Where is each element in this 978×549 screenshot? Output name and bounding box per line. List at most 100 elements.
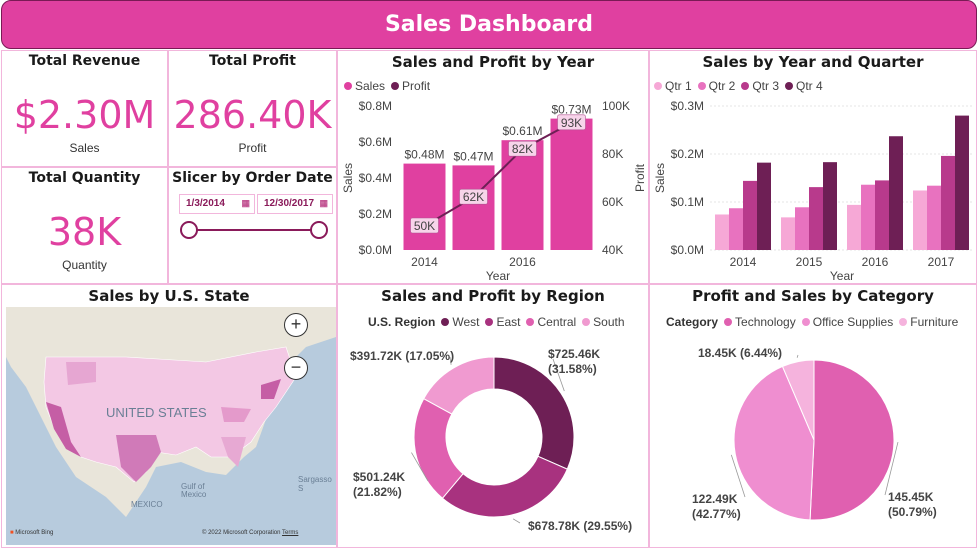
- legend-swatch: [344, 82, 352, 90]
- calendar-icon[interactable]: ▦: [319, 198, 328, 208]
- leader-line: [796, 354, 799, 358]
- profit-value: 286.40K: [173, 93, 332, 137]
- total-profit-card[interactable]: Total Profit 286.40K Profit: [168, 50, 337, 167]
- legend-label: Profit: [402, 79, 431, 93]
- legend-swatch: [801, 318, 810, 326]
- sales-year-quarter-chart: $0.0M $0.1M $0.2M $0.3M Sales 2014 2015 2016 201…: [653, 99, 974, 283]
- quarter-bar: [743, 180, 757, 250]
- date-range-slider[interactable]: [169, 218, 337, 248]
- ocean-label: Sargasso S: [298, 475, 332, 493]
- pie-slice: [423, 356, 495, 415]
- sales-data-label: $0.61M: [502, 124, 542, 138]
- bing-logo-icon: ■: [10, 530, 14, 536]
- calendar-icon[interactable]: ▦: [241, 198, 250, 208]
- profit-label-box: [410, 217, 439, 234]
- legend-swatch: [724, 318, 733, 326]
- legend-title: U.S. Region: [368, 315, 436, 329]
- legend-swatch: [441, 318, 450, 326]
- y-tick-label: $0.8M: [359, 99, 392, 113]
- date-slicer[interactable]: Slicer by Order Date 1/3/2014 ▦ 12/30/201…: [168, 167, 337, 284]
- y2-tick-label: 40K: [602, 243, 623, 257]
- legend-label: South: [593, 315, 625, 329]
- quarter-bar: [781, 217, 795, 250]
- gulf-label-2: Mexico: [181, 490, 207, 499]
- data-label: $725.46K: [548, 347, 600, 361]
- legend-label: Furniture: [910, 315, 959, 329]
- data-label: (21.82%): [353, 485, 402, 499]
- quarter-bar: [823, 162, 837, 250]
- sales-by-state-panel: Sales by U.S. State UNITED STATES Gulf o…: [1, 284, 337, 548]
- profit-data-label: 93K: [561, 116, 582, 130]
- revenue-label: Sales: [69, 141, 100, 155]
- y-tick-label: $0.0M: [671, 243, 704, 257]
- dashboard-header: Sales Dashboard: [1, 0, 977, 49]
- x-tick-label: 2017: [928, 255, 955, 269]
- chart-title: Sales by Year and Quarter: [702, 53, 924, 71]
- y2-tick-label: 100K: [602, 99, 630, 113]
- y-tick-label: $0.4M: [359, 171, 392, 185]
- slider-end-handle[interactable]: [310, 221, 328, 239]
- mexico-label: MEXICO: [131, 500, 163, 509]
- legend-swatch: [654, 82, 662, 90]
- pie-slice: [809, 359, 895, 521]
- y2-axis-label: Profit: [633, 163, 647, 192]
- sales-year-quarter-panel: Sales by Year and Quarter Qtr 1 Qtr 2 Qt…: [649, 50, 977, 284]
- y-tick-label: $0.2M: [671, 147, 704, 161]
- leader-line: [411, 452, 429, 482]
- quarter-bar: [729, 208, 743, 250]
- gulf-label: Gulf of: [181, 482, 205, 491]
- data-label: 18.45K (6.44%): [698, 346, 782, 360]
- map-canvas: [6, 307, 336, 517]
- profit-data-label: 82K: [512, 142, 533, 156]
- quantity-label: Quantity: [62, 258, 107, 272]
- pie-slice: [733, 365, 815, 521]
- zoom-out-button[interactable]: −: [284, 356, 308, 380]
- pie-slice: [441, 455, 568, 518]
- legend-label: Qtr 3: [752, 79, 780, 93]
- quarter-bar: [847, 204, 861, 250]
- data-label: (50.79%): [888, 505, 937, 519]
- x-axis-label: Year: [830, 269, 854, 283]
- chart-legend: U.S. Region West East Central South: [368, 315, 625, 329]
- x-tick-label: 2015: [796, 255, 823, 269]
- card-title: Total Revenue: [28, 53, 141, 69]
- y-tick-label: $0.2M: [359, 207, 392, 221]
- slider-start-handle[interactable]: [180, 221, 198, 239]
- data-label: $391.72K (17.05%): [350, 349, 454, 363]
- total-revenue-card[interactable]: Total Revenue $2.30M Sales: [1, 50, 168, 167]
- legend-label: Sales: [355, 79, 386, 93]
- category-pie-chart: 145.45K(50.79%) 122.49K(42.77%) 18.45K (6.…: [692, 346, 937, 521]
- data-label: 145.45K: [888, 490, 934, 504]
- sales-bar: [550, 118, 593, 250]
- data-label: 122.49K: [692, 492, 738, 506]
- terms-link[interactable]: Terms: [282, 530, 299, 536]
- pie-slice: [781, 359, 815, 441]
- profit-label-box: [508, 140, 537, 157]
- state-southeast: [221, 407, 251, 422]
- total-quantity-card[interactable]: Total Quantity 38K Quantity: [1, 167, 168, 284]
- region-donut-chart: $725.46K(31.58%) $678.78K (29.55%) $501.24…: [350, 347, 632, 533]
- chart-legend: Sales Profit: [344, 79, 430, 93]
- y-tick-label: $0.0M: [359, 243, 392, 257]
- legend-title: Category: [666, 315, 719, 329]
- end-date-field[interactable]: 12/30/2017 ▦: [257, 194, 333, 214]
- x-tick-label: 2016: [509, 255, 536, 269]
- sales-data-label: $0.73M: [551, 103, 591, 117]
- start-date-field[interactable]: 1/3/2014 ▦: [179, 194, 255, 214]
- profit-line: [423, 121, 572, 227]
- y-tick-label: $0.3M: [671, 99, 704, 113]
- slicer-title: Slicer by Order Date: [172, 170, 333, 186]
- profit-label-box: [459, 188, 488, 205]
- quarter-bar: [795, 207, 809, 250]
- zoom-in-button[interactable]: +: [284, 313, 308, 337]
- legend-swatch: [391, 82, 400, 90]
- bing-credit: ■ Microsoft Bing: [10, 530, 53, 536]
- data-label: $678.78K (29.55%): [528, 519, 632, 533]
- y-tick-label: $0.1M: [671, 195, 704, 209]
- data-label: (42.77%): [692, 507, 741, 521]
- quarter-bar: [889, 136, 903, 250]
- legend-label: Qtr 1: [665, 79, 692, 93]
- us-state-map[interactable]: UNITED STATES Gulf of Mexico MEXICO Sarg…: [6, 307, 336, 545]
- bing-credit-text: Microsoft Bing: [15, 530, 54, 536]
- quarter-bar: [757, 162, 771, 250]
